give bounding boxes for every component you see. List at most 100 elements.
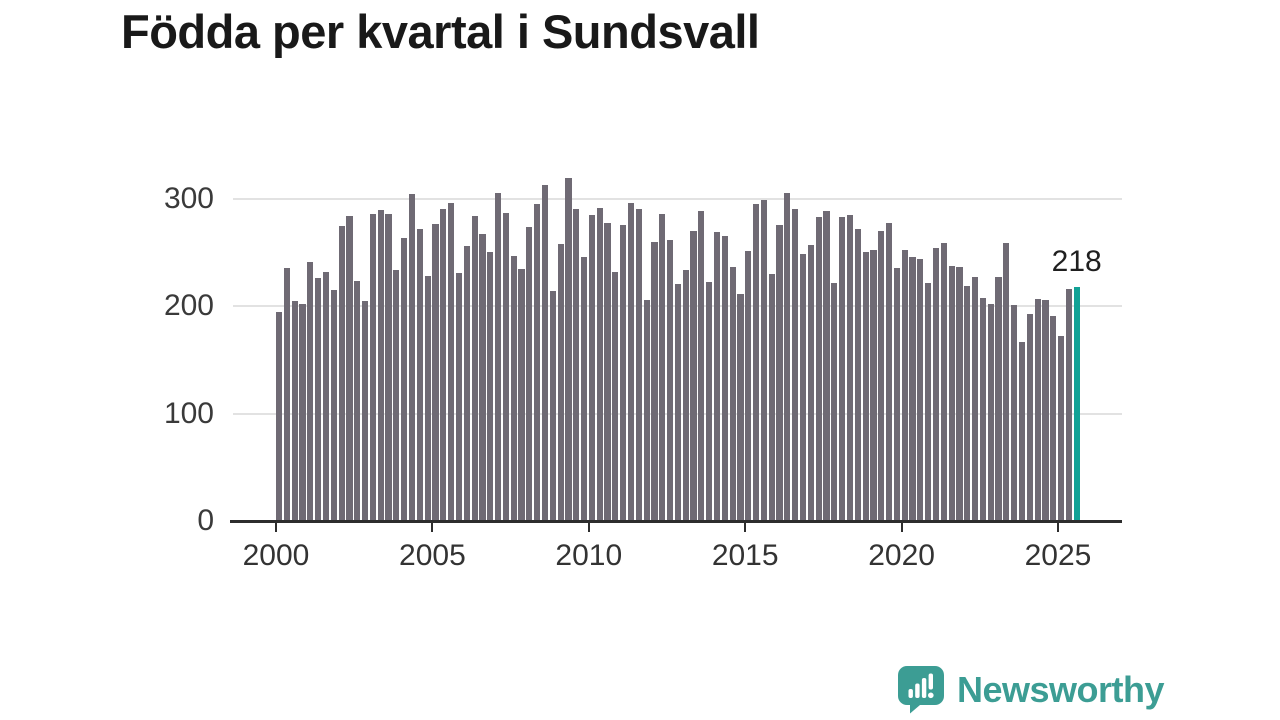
x-tick-2015 [744, 523, 747, 532]
bar [346, 216, 353, 521]
bar [455, 273, 463, 521]
x-tick-label-2000: 2000 [242, 539, 310, 572]
x-tick-2010 [587, 523, 590, 532]
bar [1026, 313, 1033, 521]
bar [745, 250, 752, 521]
bar [893, 267, 900, 521]
bar [588, 215, 595, 521]
bar [604, 222, 611, 521]
y-tick-label-300: 300 [163, 182, 214, 215]
bar [956, 266, 963, 521]
bar [792, 208, 799, 521]
bar [354, 280, 361, 521]
bar [424, 276, 431, 521]
bar [518, 268, 525, 521]
bar [541, 185, 549, 521]
bar [322, 272, 330, 521]
bar [964, 285, 971, 521]
bar [690, 231, 697, 521]
bar [526, 226, 533, 521]
bar [330, 290, 337, 521]
y-tick-label-0: 0 [197, 504, 214, 537]
bar [416, 229, 423, 521]
bar [987, 304, 994, 521]
x-tick-2025 [1057, 523, 1059, 532]
bar [870, 249, 877, 521]
bar [463, 246, 470, 521]
x-tick-2000 [275, 523, 277, 532]
x-tick-label-2015: 2015 [711, 539, 779, 572]
bar [667, 239, 674, 521]
bar [385, 214, 392, 521]
bar [299, 304, 306, 521]
bar [479, 234, 486, 521]
bar [823, 210, 830, 521]
x-tick-label-2005: 2005 [399, 539, 466, 572]
bar [612, 272, 619, 521]
bar [557, 244, 564, 521]
bar [315, 278, 322, 521]
bar [401, 237, 408, 521]
bar [651, 241, 658, 521]
bar [573, 208, 580, 521]
bar [901, 249, 908, 521]
bar [510, 255, 517, 521]
bar [854, 229, 861, 521]
bar [760, 200, 768, 521]
bar [839, 217, 846, 521]
bar [995, 277, 1002, 521]
bar [1050, 316, 1057, 521]
chart-title: Födda per kvartal i Sundsvall [121, 5, 760, 58]
x-tick-label-2010: 2010 [555, 539, 623, 572]
bar [940, 243, 947, 521]
bar [1058, 336, 1065, 521]
bar [643, 299, 650, 521]
bar-highlighted [1073, 287, 1080, 521]
bar [494, 192, 502, 521]
bar [307, 262, 314, 521]
bar [393, 269, 400, 521]
newsworthy-icon [898, 665, 944, 713]
last-value-label: 218 [1051, 245, 1102, 278]
bar [776, 224, 783, 521]
bar [283, 267, 290, 521]
bar [799, 253, 807, 521]
bar [971, 277, 979, 521]
bar [753, 204, 760, 521]
bar [580, 257, 588, 521]
bar [784, 192, 791, 521]
gridline-300 [233, 198, 1122, 200]
bar [620, 224, 627, 521]
bar [737, 293, 744, 521]
bar [979, 297, 986, 521]
bar [862, 251, 869, 521]
bar [1034, 298, 1041, 521]
bar [362, 301, 369, 521]
bar [768, 274, 775, 521]
bar [698, 210, 705, 521]
bar [534, 204, 541, 521]
bar [713, 232, 721, 521]
bar [377, 209, 384, 521]
bar [448, 203, 455, 521]
bar [1065, 289, 1072, 521]
bar [917, 259, 924, 521]
newsworthy-wordmark: Newsworthy [957, 669, 1165, 710]
y-tick-label-200: 200 [163, 289, 214, 323]
bar [1011, 305, 1018, 521]
bar [721, 235, 728, 521]
bar [1003, 243, 1010, 521]
bar [635, 208, 642, 521]
bar [1042, 299, 1049, 521]
bar [682, 269, 689, 521]
x-axis-line [230, 520, 1122, 523]
bar [807, 245, 814, 521]
newsworthy-logo: Newsworthy [898, 665, 1165, 715]
bar [471, 216, 478, 521]
bar [925, 282, 932, 521]
bar [549, 291, 556, 521]
bar [948, 265, 955, 521]
bar [338, 225, 345, 521]
bar [878, 231, 885, 521]
x-tick-label-2020: 2020 [868, 539, 935, 572]
